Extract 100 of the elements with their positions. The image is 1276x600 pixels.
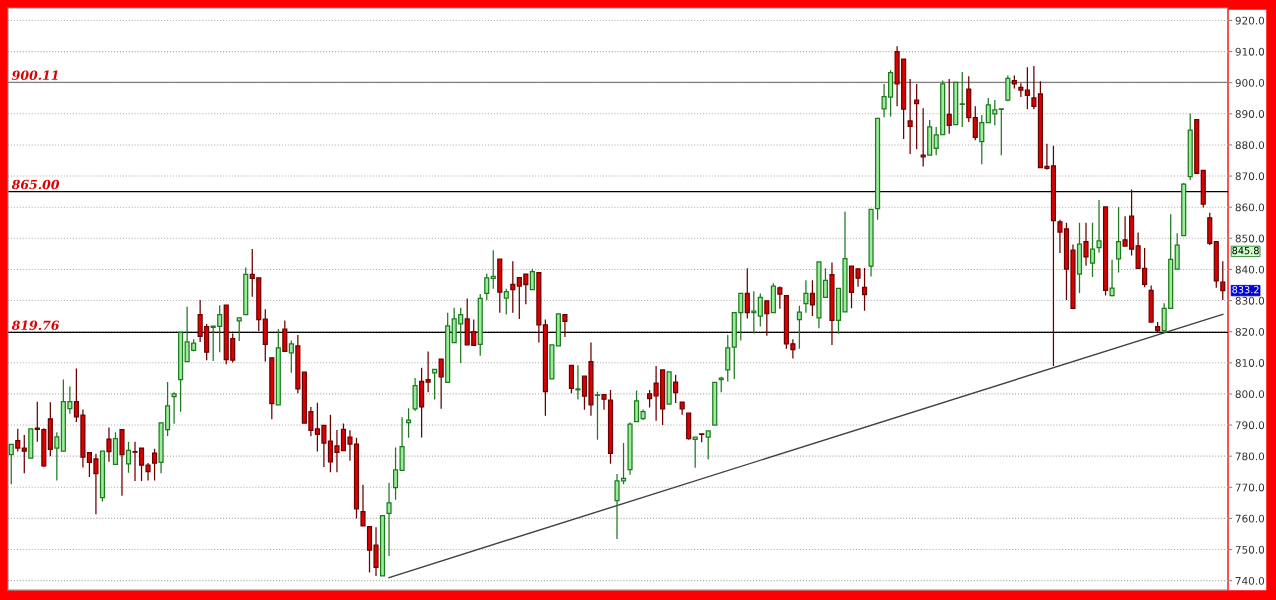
y-tick-label: 910.0 xyxy=(1235,47,1265,56)
candlestick xyxy=(907,78,913,155)
candlestick xyxy=(803,279,809,314)
candlestick xyxy=(119,429,125,497)
candlestick xyxy=(282,319,288,352)
candlestick xyxy=(692,436,698,469)
candlestick xyxy=(1102,206,1109,297)
candlestick xyxy=(796,305,802,350)
y-tick-label: 840.0 xyxy=(1235,265,1265,274)
y-tick-label: 800.0 xyxy=(1235,390,1265,399)
y-tick-label: 890.0 xyxy=(1235,110,1265,118)
candlestick xyxy=(627,421,633,476)
candlestick xyxy=(1213,241,1219,289)
candlestick xyxy=(744,267,750,320)
candlestick xyxy=(536,271,542,344)
y-tick-label: 740.0 xyxy=(1235,576,1265,585)
candlestick xyxy=(236,317,242,342)
y-tick-label: 810.0 xyxy=(1235,359,1265,367)
candlestick xyxy=(151,448,158,482)
candlestick xyxy=(125,441,132,474)
candlestick xyxy=(874,117,881,221)
candlestick xyxy=(1005,74,1011,102)
candlestick xyxy=(647,389,653,409)
candlestick xyxy=(477,293,483,357)
candlestick xyxy=(868,208,874,278)
candlestick xyxy=(555,313,561,347)
candlestick xyxy=(1181,182,1187,237)
candlestick xyxy=(1083,222,1089,267)
candlestick xyxy=(673,374,679,404)
y-tick-label: 790.0 xyxy=(1235,421,1265,430)
candlestick xyxy=(686,412,692,441)
y-tick-label: 850.0 xyxy=(1235,234,1265,243)
candlestick xyxy=(15,428,21,453)
candlestick xyxy=(419,367,425,439)
candlestick xyxy=(269,357,275,420)
candlestick xyxy=(99,450,106,503)
candlestick xyxy=(979,114,985,165)
candlestick xyxy=(275,328,281,406)
candlestick xyxy=(1207,212,1213,246)
y-tick-label: 920.0 xyxy=(1235,16,1265,25)
candlestick xyxy=(21,434,27,474)
candlestick xyxy=(1076,222,1083,294)
candlestick xyxy=(764,300,770,337)
candlestick xyxy=(484,272,490,301)
candlestick xyxy=(386,482,392,557)
candlestick xyxy=(1096,199,1102,254)
candlestick xyxy=(412,377,418,412)
y-tick-label: 880.0 xyxy=(1235,141,1265,150)
candlestick xyxy=(712,381,718,426)
text: 845.8 xyxy=(1232,246,1259,255)
candlestick xyxy=(829,261,835,346)
y-tick-label: 780.0 xyxy=(1235,452,1265,461)
candlestick xyxy=(47,401,53,457)
candlestick xyxy=(425,350,431,393)
y-tick-label: 900.0 xyxy=(1235,78,1265,87)
candlestick xyxy=(1031,65,1037,110)
candlestick xyxy=(1018,82,1024,98)
ref-line-label: 900.11 xyxy=(11,70,58,80)
candlestick xyxy=(946,78,952,135)
candlestick xyxy=(379,514,386,577)
candlestick xyxy=(666,371,672,405)
candlestick xyxy=(490,249,496,290)
candlestick xyxy=(529,268,535,291)
candlestick xyxy=(959,71,965,128)
candlestick xyxy=(288,339,294,374)
candlestick xyxy=(106,426,112,463)
candlestick xyxy=(432,368,438,401)
candlestick xyxy=(262,308,268,363)
candlestick xyxy=(751,290,757,335)
candlestick xyxy=(171,391,177,425)
ref-line-label: 865.00 xyxy=(11,179,60,190)
y-tick-label: 830.0 xyxy=(1235,296,1265,305)
candlestick xyxy=(998,108,1004,156)
candlestick xyxy=(1200,169,1206,209)
candlestick xyxy=(1220,260,1226,301)
candlestick xyxy=(1115,206,1122,274)
candlestick xyxy=(497,258,503,314)
y-tick-label: 750.0 xyxy=(1235,545,1265,554)
candlestick xyxy=(953,81,959,126)
candlestick xyxy=(914,83,920,150)
candlestick xyxy=(705,430,711,460)
candlestick xyxy=(679,401,685,416)
candlestick xyxy=(54,431,60,482)
candlestick xyxy=(770,282,776,314)
candlestick xyxy=(243,266,249,316)
candlestick xyxy=(1194,119,1200,174)
candlestick xyxy=(809,279,816,317)
candlestick xyxy=(966,75,972,123)
candlestick xyxy=(718,376,724,393)
candlestick xyxy=(594,391,601,441)
candlestick xyxy=(112,431,119,465)
candlestick xyxy=(568,364,575,394)
candlestick xyxy=(1109,259,1115,298)
candlestick xyxy=(920,107,926,168)
candlestick xyxy=(510,260,516,314)
candlestick xyxy=(542,318,548,417)
y-tick-label: 870.0 xyxy=(1235,172,1265,181)
candlestick xyxy=(699,433,705,443)
candlestick xyxy=(1174,232,1180,270)
ref-line-label: 819.76 xyxy=(11,320,60,330)
